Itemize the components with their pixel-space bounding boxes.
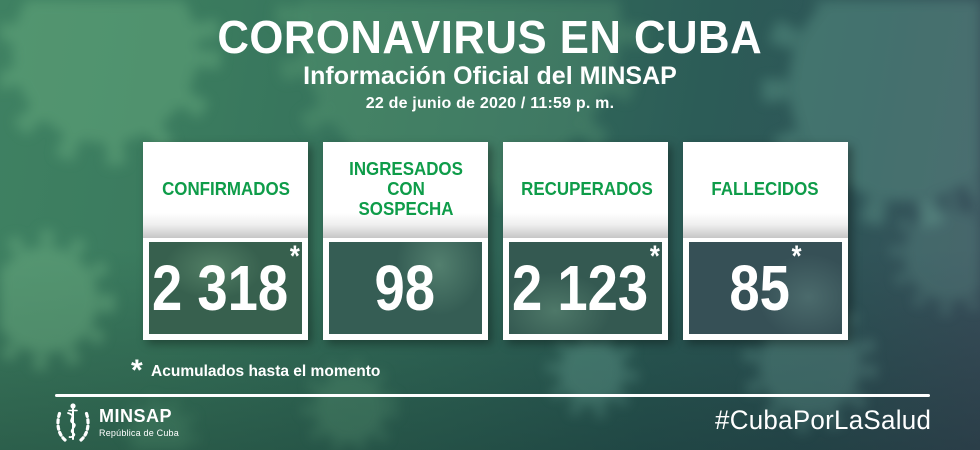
- stat-card-recuperados: RECUPERADOS 2 123*: [503, 142, 668, 340]
- stat-value: 98: [374, 252, 435, 324]
- stat-card-ingresados: INGRESADOS CON SOSPECHA 98: [323, 142, 488, 340]
- asterisk-mark: *: [791, 242, 802, 273]
- header: CORONAVIRUS EN CUBA Información Oficial …: [0, 13, 980, 113]
- stat-card-header: FALLECIDOS: [683, 142, 848, 238]
- asterisk-mark: *: [289, 242, 300, 273]
- minsap-subtitle: República de Cuba: [99, 427, 179, 438]
- minsap-name: MINSAP: [99, 405, 173, 426]
- caduceus-laurel-wreath-icon: [56, 403, 90, 442]
- divider-line: [55, 394, 930, 397]
- stat-card-body: 2 318*: [143, 238, 308, 340]
- virus-particle: [120, 395, 200, 450]
- stat-card-header: RECUPERADOS: [503, 142, 668, 238]
- virus-particle: [546, 326, 638, 418]
- stat-value: 2 318*: [151, 242, 300, 324]
- minsap-logo: MINSAP República de Cuba: [54, 401, 179, 443]
- stat-label: RECUPERADOS: [520, 179, 653, 200]
- subtitle: Información Oficial del MINSAP: [303, 62, 677, 91]
- virus-particle: [889, 194, 980, 316]
- date-line: 22 de junio de 2020 / 11:59 p. m.: [365, 95, 615, 113]
- page-title: CORONAVIRUS EN CUBA: [0, 11, 980, 63]
- stat-card-fallecidos: FALLECIDOS 85*: [683, 142, 848, 340]
- stat-label: INGRESADOS CON SOSPECHA: [348, 159, 463, 219]
- stat-card-body: 98: [323, 238, 488, 340]
- stat-value: 2 123*: [511, 242, 660, 324]
- footnote-text: Acumulados hasta el momento: [150, 363, 381, 380]
- stat-value: 85*: [729, 242, 802, 324]
- stat-value-panel: 2 123*: [509, 242, 662, 334]
- stat-card-body: 2 123*: [503, 238, 668, 340]
- virus-particle: [0, 230, 115, 370]
- minsap-logo-text: MINSAP República de Cuba: [99, 407, 179, 438]
- hashtag-text: #CubaPorLaSalud: [714, 405, 931, 435]
- asterisk-mark: *: [649, 242, 660, 273]
- footnote-asterisk: *: [131, 354, 143, 387]
- stat-label: FALLECIDOS: [711, 179, 820, 200]
- stat-label: CONFIRMADOS: [161, 179, 290, 200]
- stat-card-header: INGRESADOS CON SOSPECHA: [323, 142, 488, 238]
- stat-card-header: CONFIRMADOS: [143, 142, 308, 238]
- stat-value-panel: 98: [329, 242, 482, 334]
- stat-card-confirmados: CONFIRMADOS 2 318*: [143, 142, 308, 340]
- virus-particle: [302, 360, 398, 450]
- virus-particle: [0, 0, 221, 166]
- stat-value-panel: 2 318*: [149, 242, 302, 334]
- stat-value-panel: 85*: [689, 242, 842, 334]
- stat-card-body: 85*: [683, 238, 848, 340]
- stats-row: CONFIRMADOS 2 318* INGRESADOS CON SOSPEC…: [143, 142, 848, 340]
- page-title-text: CORONAVIRUS EN CUBA: [217, 11, 763, 63]
- footnote: * Acumulados hasta el momento: [131, 356, 387, 386]
